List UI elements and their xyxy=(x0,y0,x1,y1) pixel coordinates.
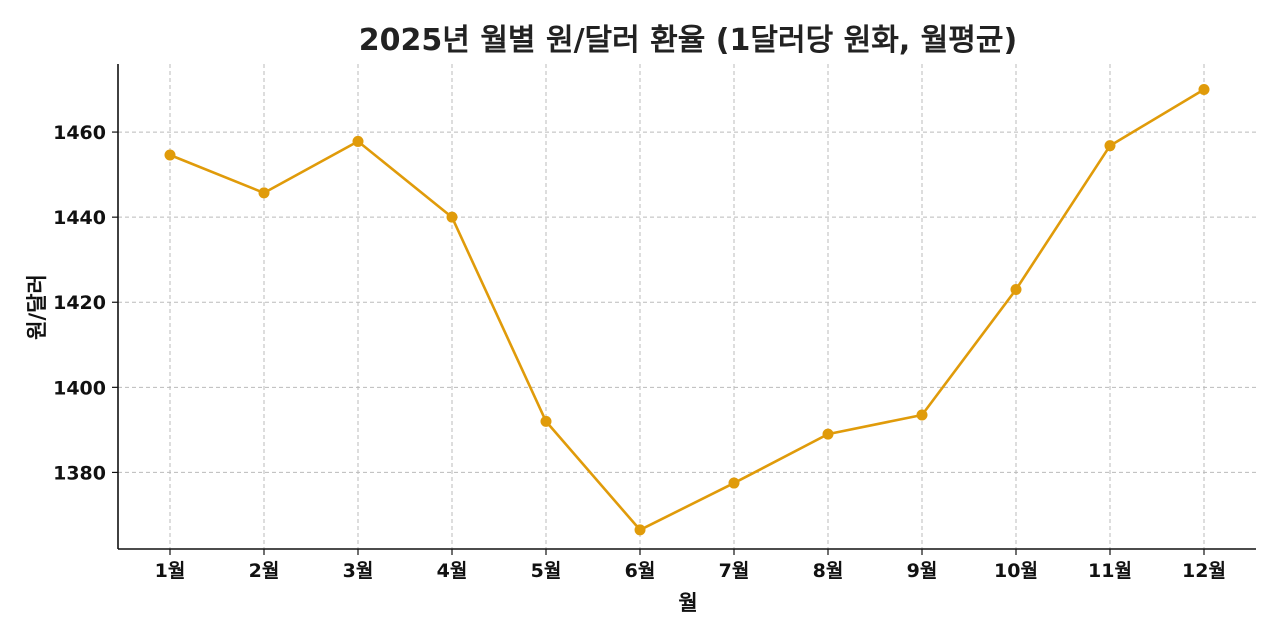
data-point xyxy=(916,409,928,421)
x-tick-label: 7월 xyxy=(719,560,750,582)
data-point xyxy=(634,524,646,536)
data-point xyxy=(822,428,834,440)
x-tick-label: 9월 xyxy=(907,560,938,582)
x-tick-label: 6월 xyxy=(625,560,656,582)
y-tick-label: 1440 xyxy=(53,207,106,229)
data-point xyxy=(1104,140,1116,152)
data-point xyxy=(1198,84,1210,96)
x-tick-label: 12월 xyxy=(1182,560,1226,582)
chart-title: 2025년 월별 원/달러 환율 (1달러당 원화, 월평균) xyxy=(359,23,1017,58)
series-line xyxy=(169,88,1205,532)
series xyxy=(164,84,1210,536)
y-tick-label: 1400 xyxy=(53,377,106,399)
y-tick-label: 1380 xyxy=(53,462,106,484)
x-tick-label: 8월 xyxy=(813,560,844,582)
ticks: 1월 2월 3월 4월 5월 6월 7월 8월 9월 10월 11월 12월 1380 1400 1420 1… xyxy=(53,122,1226,582)
y-axis-label: 원/달러 xyxy=(25,274,49,340)
grid xyxy=(118,64,1256,549)
data-point xyxy=(164,149,176,161)
x-tick-label: 2월 xyxy=(249,560,280,582)
x-tick-label: 10월 xyxy=(994,560,1038,582)
data-point xyxy=(446,211,458,223)
data-point xyxy=(352,135,364,147)
axes xyxy=(117,64,1256,550)
y-tick-label: 1460 xyxy=(53,122,106,144)
x-tick-label: 5월 xyxy=(531,560,562,582)
x-tick-label: 4월 xyxy=(437,560,468,582)
data-point xyxy=(1010,283,1022,295)
x-tick-label: 1월 xyxy=(155,560,186,582)
y-tick-label: 1420 xyxy=(53,292,106,314)
data-point xyxy=(540,415,552,427)
data-point xyxy=(728,477,740,489)
x-axis-label: 월 xyxy=(678,591,697,615)
data-point xyxy=(258,187,270,199)
x-tick-label: 3월 xyxy=(343,560,374,582)
x-tick-label: 11월 xyxy=(1088,560,1132,582)
